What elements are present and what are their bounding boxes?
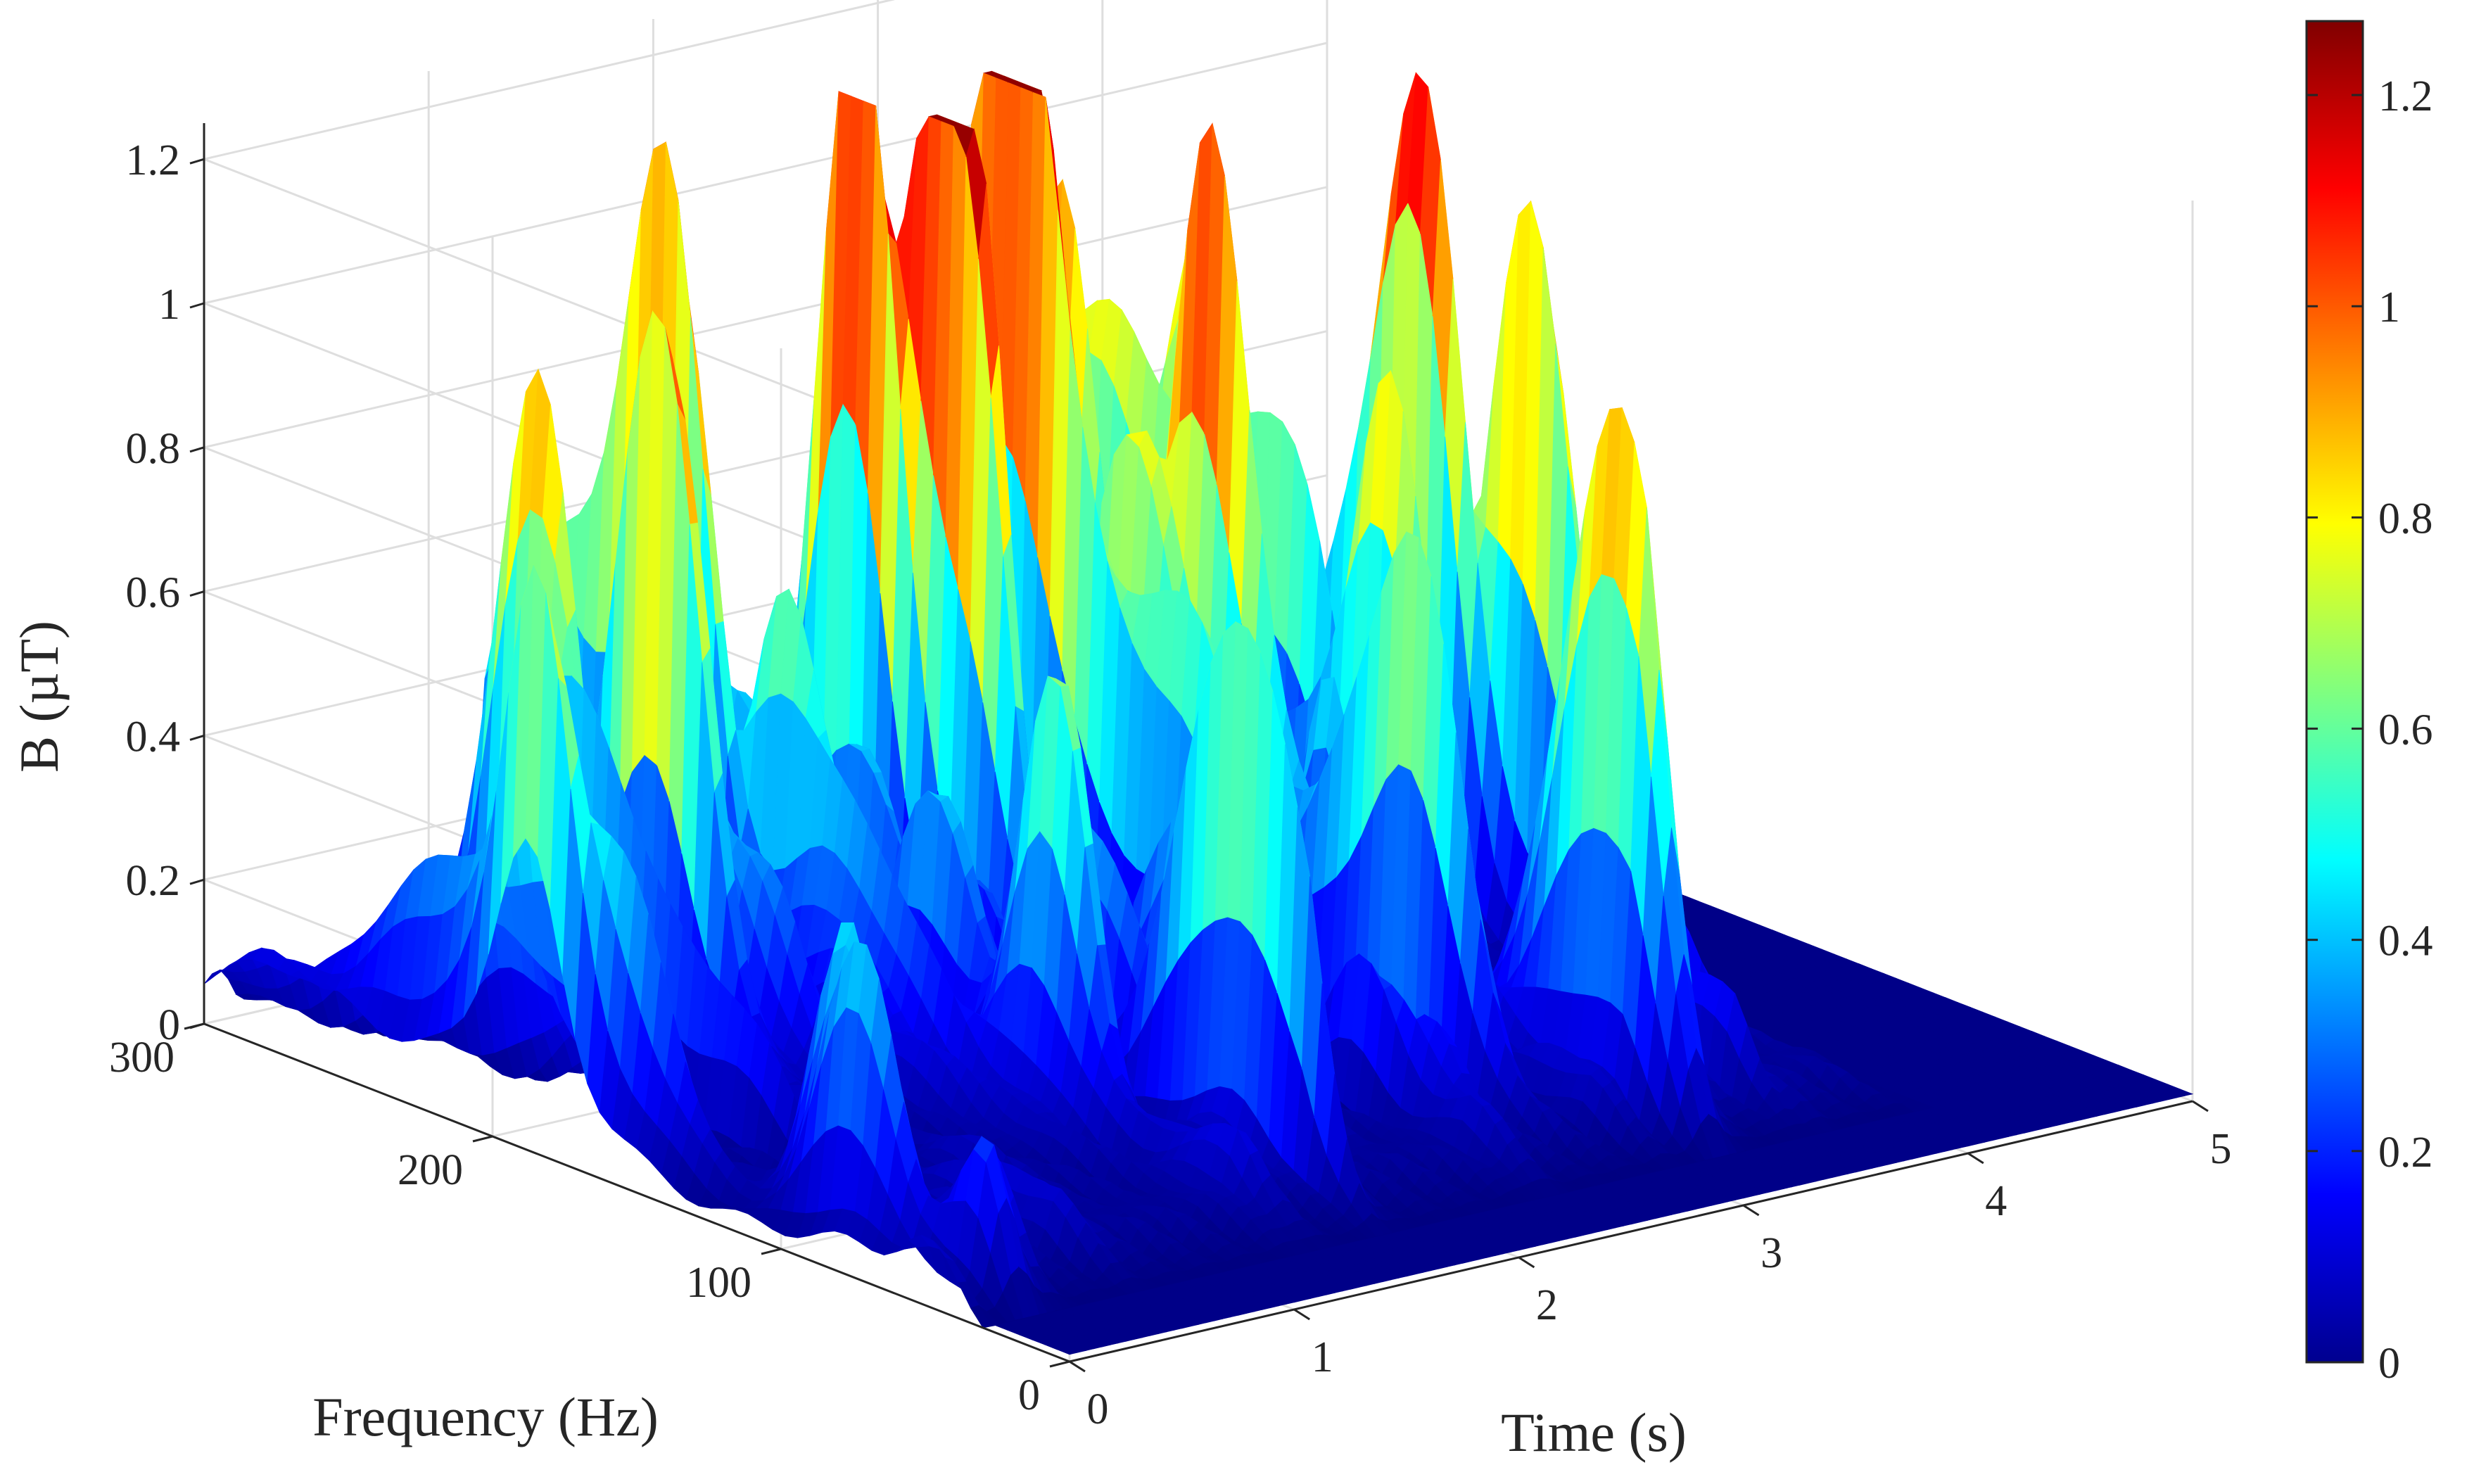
grid-line xyxy=(203,0,896,160)
grid-line xyxy=(203,42,1328,305)
surface-mesh xyxy=(203,70,2194,1355)
grid-line xyxy=(203,186,1328,449)
